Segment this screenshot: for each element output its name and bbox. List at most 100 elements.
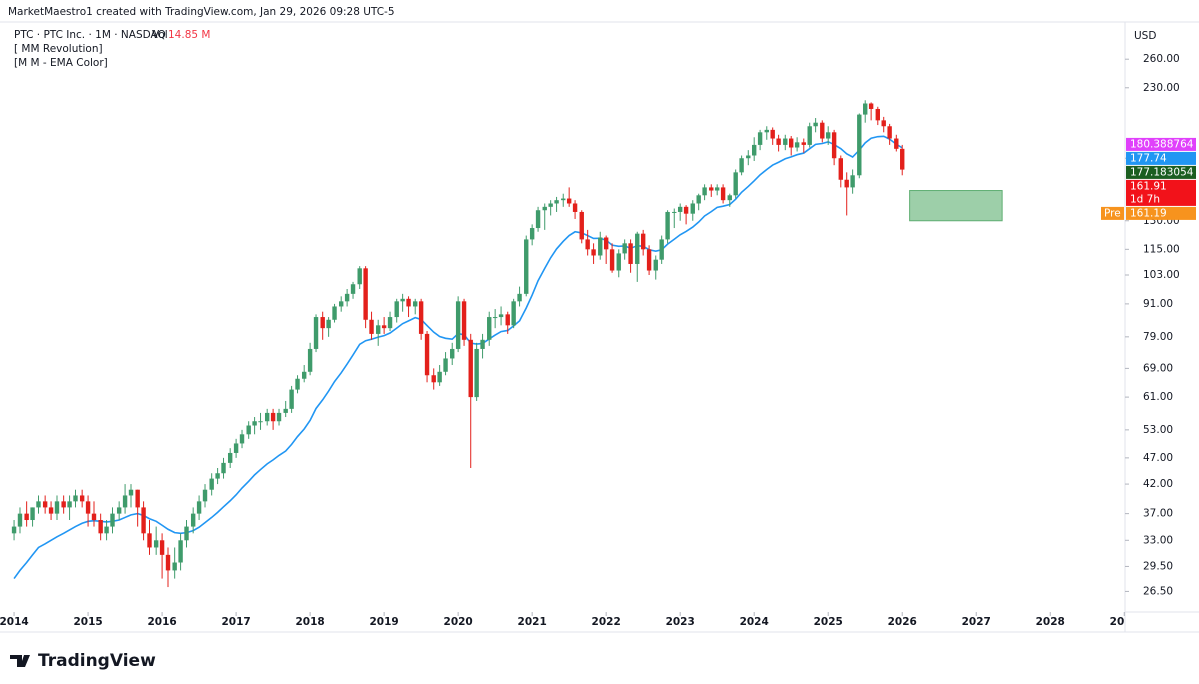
candle-body — [659, 239, 664, 260]
candle-body — [579, 211, 584, 240]
candle-body — [73, 495, 78, 502]
x-tick-label: 2014 — [0, 616, 29, 628]
candle-body — [147, 533, 152, 548]
candle-body — [209, 478, 214, 490]
candle-body — [900, 148, 905, 170]
candle-body — [418, 301, 424, 334]
y-tick-label: 33.00 — [1143, 534, 1173, 546]
candle-body — [461, 301, 467, 340]
indicator: [M M - EMA Color] — [14, 57, 108, 69]
candle-body — [11, 526, 17, 534]
candle-body — [585, 239, 590, 250]
logo-icon — [10, 655, 30, 667]
logo-text: TradingView — [38, 651, 156, 671]
candle-body — [326, 319, 331, 329]
vol-label: Vol — [152, 29, 168, 41]
price-label: 177.74 — [1130, 153, 1167, 165]
candle-body — [344, 293, 350, 302]
candle-body — [406, 298, 411, 307]
candle-body — [135, 489, 140, 508]
candle-body — [677, 206, 683, 212]
candle-body — [313, 317, 319, 349]
x-tick-label: 2019 — [370, 616, 399, 628]
candle-body — [79, 495, 85, 502]
x-tick-label: 2024 — [740, 616, 769, 628]
y-tick-label: 37.00 — [1143, 508, 1173, 520]
x-tick-label: 2025 — [814, 616, 843, 628]
candle-body — [807, 126, 812, 145]
y-tick-label: 69.00 — [1143, 362, 1173, 374]
candle-body — [443, 358, 448, 372]
x-tick-label: 2017 — [221, 616, 250, 628]
candle-body — [320, 317, 325, 329]
vol-value: 14.85 M — [168, 29, 210, 41]
candle-body — [554, 200, 559, 204]
candle-body — [339, 301, 344, 307]
candle-body — [517, 293, 522, 302]
candle-body — [307, 348, 313, 372]
candle-body — [894, 138, 899, 149]
candle-body — [122, 495, 128, 508]
price-label: 180.388764 — [1130, 139, 1194, 151]
price-label-box — [1126, 206, 1196, 220]
candle-body — [838, 158, 843, 180]
plot — [11, 100, 1003, 588]
candle-body — [794, 142, 800, 148]
price-label-box — [1126, 137, 1196, 151]
x-tick-label: 2021 — [518, 616, 547, 628]
candle-body — [529, 228, 535, 240]
x-tick-label: 2027 — [962, 616, 991, 628]
candle-body — [739, 158, 744, 173]
candle-body — [635, 233, 640, 264]
candle-body — [776, 138, 781, 145]
price-tag: Pre — [1104, 208, 1121, 220]
candle-body — [542, 206, 547, 211]
x-tick-label: 2026 — [888, 616, 917, 628]
candle-body — [696, 195, 701, 204]
y-tick-label: 29.50 — [1143, 560, 1173, 572]
candle-body — [789, 138, 794, 148]
candle-body — [141, 507, 146, 534]
candle-body — [826, 132, 831, 139]
candle-body — [202, 489, 208, 502]
y-tick-label: 42.00 — [1143, 478, 1173, 490]
price-label-box — [1126, 165, 1196, 179]
candle-body — [270, 412, 276, 422]
candle-body — [850, 175, 855, 188]
candle-body — [24, 513, 29, 521]
candle-body — [104, 526, 109, 534]
y-tick-label: 61.00 — [1143, 391, 1173, 403]
candle-body — [455, 301, 461, 349]
candle-body — [289, 389, 294, 409]
candle-body — [190, 513, 196, 527]
candle-body — [283, 408, 288, 413]
candle-body — [881, 120, 886, 127]
candle-body — [831, 132, 837, 159]
candle-body — [813, 122, 818, 127]
candle-body — [437, 371, 442, 383]
candle-body — [720, 187, 726, 201]
candle-body — [572, 203, 578, 212]
candle-body — [110, 513, 115, 527]
candle-body — [598, 237, 603, 256]
candle-body — [863, 103, 868, 115]
candle-body — [492, 317, 498, 319]
candle-body — [566, 198, 572, 204]
logo: TradingView — [10, 651, 156, 671]
candle-body — [91, 513, 97, 521]
candle-body — [276, 412, 282, 422]
candle-body — [622, 243, 627, 254]
y-tick-label: 79.00 — [1143, 331, 1173, 343]
candle-body — [153, 540, 159, 548]
candle-body — [258, 421, 263, 423]
candle-body — [609, 249, 615, 271]
price-label: 161.91 — [1130, 181, 1167, 193]
candle-body — [400, 298, 405, 302]
candle-body — [672, 211, 677, 213]
candle-body — [178, 540, 183, 563]
candle-body — [844, 179, 849, 188]
candle-body — [875, 108, 880, 121]
candle-body — [264, 412, 270, 422]
y-tick-label: 26.50 — [1143, 585, 1173, 597]
